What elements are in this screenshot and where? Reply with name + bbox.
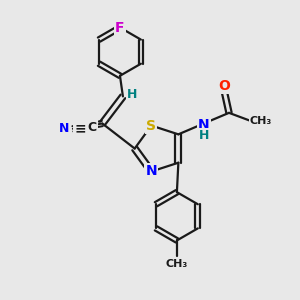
Text: F: F (115, 20, 125, 34)
Text: CH₃: CH₃ (249, 116, 272, 126)
Text: ≡: ≡ (74, 121, 86, 135)
Text: H: H (127, 88, 137, 101)
Text: N: N (59, 122, 69, 135)
Text: S: S (146, 118, 156, 133)
Text: CH₃: CH₃ (166, 259, 188, 269)
Text: N: N (146, 164, 157, 178)
Text: N: N (198, 118, 210, 132)
Text: C: C (87, 122, 97, 134)
Text: H: H (199, 129, 209, 142)
Text: O: O (218, 79, 230, 93)
